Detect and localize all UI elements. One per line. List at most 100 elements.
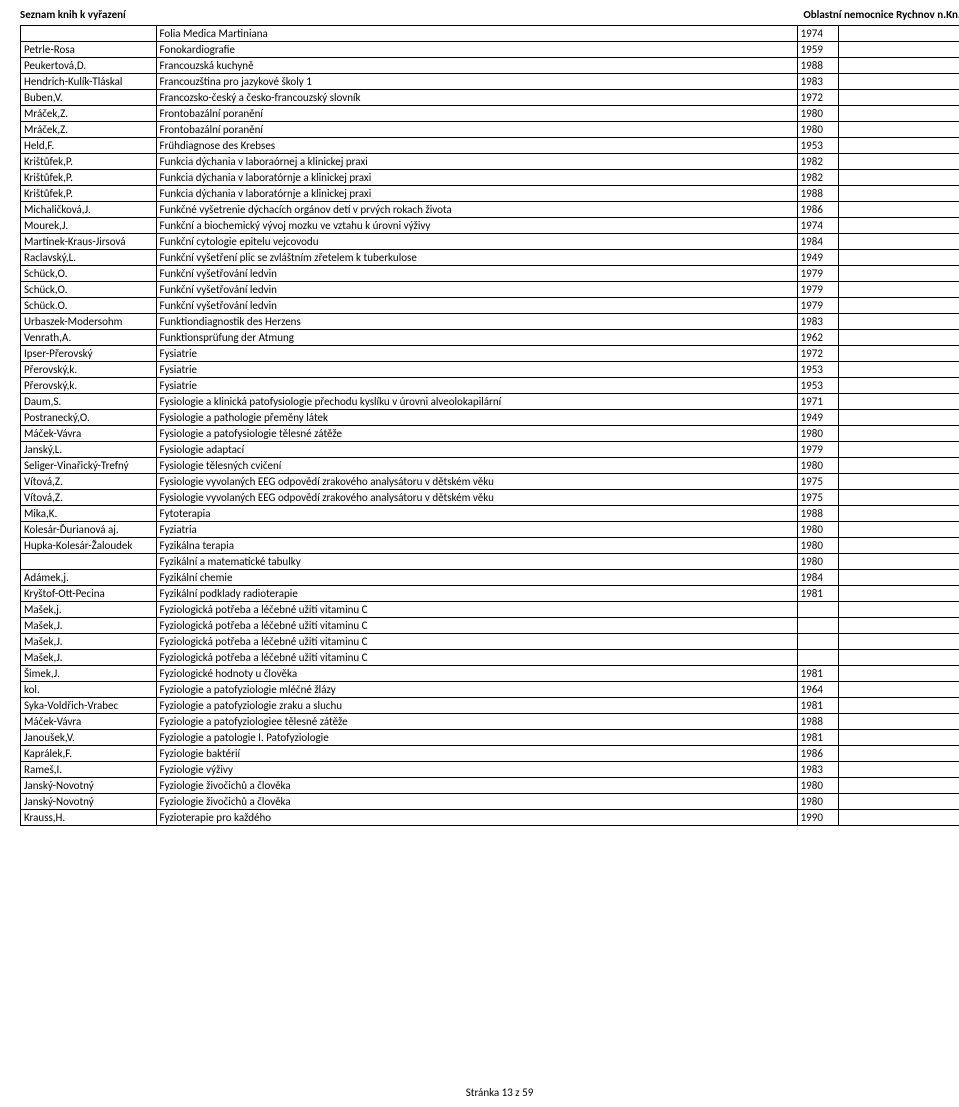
table-row: Petrle-RosaFonokardiografie1959 [21,42,959,58]
cell: Raclavský,L. [21,250,157,266]
book-table: Folia Medica Martiniana1974Petrle-RosaFo… [20,25,959,826]
table-row: Krištůfek,P.Funkcia dýchania v laboraórn… [21,154,959,170]
cell: Janský,L. [21,442,157,458]
cell [839,666,959,682]
cell: 1980 [797,522,839,538]
cell [797,602,839,618]
cell: Fysiologie vyvolaných EEG odpovědí zrako… [156,474,797,490]
cell: 1949 [797,250,839,266]
cell: Funkcia dýchania v laboratórnje a klinic… [156,186,797,202]
cell [839,650,959,666]
cell [839,698,959,714]
cell: Hupka-Kolesár-Žaloudek [21,538,157,554]
cell: Fyziologická potřeba a léčebné užití vit… [156,634,797,650]
cell: 1984 [797,234,839,250]
cell [839,170,959,186]
table-row: Přerovský,k.Fysiatrie1953 [21,378,959,394]
cell: Funkční vyšetřování ledvin [156,282,797,298]
cell: 1984 [797,570,839,586]
cell: Fyziologická potřeba a léčebné užití vit… [156,618,797,634]
cell [839,378,959,394]
cell: 1979 [797,442,839,458]
table-row: Mašek,J.Fyziologická potřeba a léčebné u… [21,634,959,650]
cell: Frühdiagnose des Krebses [156,138,797,154]
cell: 1980 [797,794,839,810]
cell: Vítová,Z. [21,474,157,490]
table-row: Syka-Voldřich-VrabecFyziologie a patofyz… [21,698,959,714]
cell: kol. [21,682,157,698]
table-row: Hupka-Kolesár-ŽaloudekFyzikálna terapia1… [21,538,959,554]
cell [797,650,839,666]
table-row: Vítová,Z.Fysiologie vyvolaných EEG odpov… [21,490,959,506]
cell: Syka-Voldřich-Vrabec [21,698,157,714]
cell [839,634,959,650]
cell [839,586,959,602]
cell: Adámek,j. [21,570,157,586]
cell: Fysiologie vyvolaných EEG odpovědí zrako… [156,490,797,506]
cell [839,74,959,90]
cell: 1983 [797,74,839,90]
cell: Mourek,J. [21,218,157,234]
table-row: Mika,K.Fytoterapia1988 [21,506,959,522]
cell: 1983 [797,762,839,778]
table-row: Janský,L.Fysiologie adaptací1979 [21,442,959,458]
cell: 1974 [797,218,839,234]
cell: Urbaszek-Modersohm [21,314,157,330]
cell: Janoušek,V. [21,730,157,746]
cell [839,602,959,618]
cell [839,138,959,154]
cell [839,442,959,458]
cell [839,346,959,362]
cell [839,282,959,298]
cell [839,618,959,634]
cell: Daum,S. [21,394,157,410]
cell: Janský-Novotný [21,778,157,794]
cell [839,730,959,746]
table-row: Máček-VávraFyziologie a patofyziologiee … [21,714,959,730]
cell: Fysiologie tělesných cvičení [156,458,797,474]
table-row: Buben,V.Francozsko-český a česko-francou… [21,90,959,106]
table-row: Daum,S.Fysiologie a klinická patofysiolo… [21,394,959,410]
cell: Fytoterapia [156,506,797,522]
cell [839,202,959,218]
cell: 1975 [797,474,839,490]
cell: Fysiologie adaptací [156,442,797,458]
table-row: Rameš,I.Fyziologie výživy1983 [21,762,959,778]
cell: Fyziologická potřeba a léčebné užití vit… [156,602,797,618]
cell [839,394,959,410]
table-row: Fyzikální a matematické tabulky1980 [21,554,959,570]
cell: 1983 [797,314,839,330]
cell [839,570,959,586]
cell [839,90,959,106]
cell: Mašek,J. [21,618,157,634]
cell: Francozsko-český a česko-francouzský slo… [156,90,797,106]
cell: Venrath,A. [21,330,157,346]
cell: Kryštof-Ott-Pecina [21,586,157,602]
cell [839,426,959,442]
cell [839,122,959,138]
table-row: Michaličková,J.Funkčné vyšetrenie dýchac… [21,202,959,218]
table-row: kol.Fyziologie a patofyziologie mléčné ž… [21,682,959,698]
cell: Fyziologie a patofyziologie zraku a sluc… [156,698,797,714]
cell: 1979 [797,282,839,298]
table-row: Schück,O.Funkční vyšetřování ledvin1979 [21,266,959,282]
cell [839,458,959,474]
cell: Fysiologie a pathologie přeměny látek [156,410,797,426]
cell: Mika,K. [21,506,157,522]
cell [797,618,839,634]
cell [839,410,959,426]
cell [839,554,959,570]
cell: Funkcia dýchania v laboraórnej a klinick… [156,154,797,170]
cell: 1972 [797,90,839,106]
table-row: Mašek,J.Fyziologická potřeba a léčebné u… [21,650,959,666]
table-row: Janský-NovotnýFyziologie živočichů a člo… [21,794,959,810]
cell: Buben,V. [21,90,157,106]
cell: Fysiologie a klinická patofysiologie pře… [156,394,797,410]
cell [21,26,157,42]
table-row: Krauss,H.Fyzioterapie pro každého1990 [21,810,959,826]
cell: Frontobazální poranění [156,106,797,122]
cell: Ipser-Přerovský [21,346,157,362]
table-row: Kolesár-Ďurianová aj.Fyziatria1980 [21,522,959,538]
cell: 1982 [797,154,839,170]
cell: Francouzština pro jazykové školy 1 [156,74,797,90]
